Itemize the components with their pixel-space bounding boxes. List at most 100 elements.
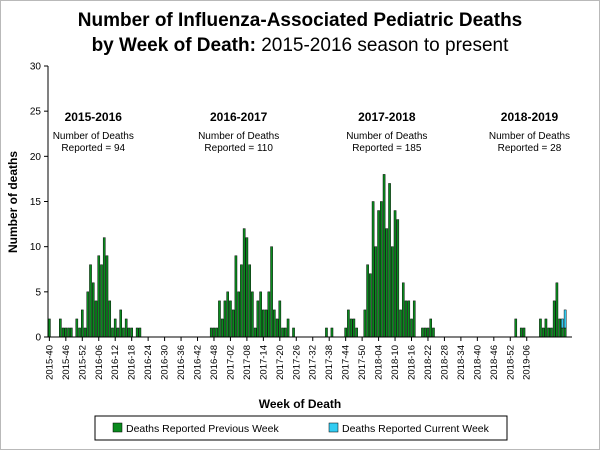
bar-previous-week [248,264,251,338]
bar-previous-week [278,300,282,338]
bar-previous-week [423,327,427,338]
x-tick-label: 2019-06 [522,345,533,380]
x-tick-label: 2016-36 [176,345,187,380]
x-tick-label: 2018-10 [390,345,401,380]
bar-previous-week [111,327,114,338]
x-tick-label: 2018-16 [407,345,418,380]
bar-previous-week [220,318,224,338]
bar-previous-week [262,309,265,338]
bar-previous-week [86,291,90,338]
bar-previous-week [75,318,79,338]
bar-previous-week [275,318,279,338]
y-tick-label: 10 [30,242,42,253]
x-tick-label: 2016-12 [110,345,121,380]
bar-previous-week [374,246,378,338]
x-tick-label: 2016-24 [143,345,154,380]
bar-previous-week [135,327,139,338]
chart-title-line1: Number of Influenza-Associated Pediatric… [78,10,523,31]
bar-previous-week [97,255,101,338]
bar-previous-week [67,327,70,338]
bar-previous-week [231,309,235,338]
bar-previous-week [541,327,545,338]
bar-previous-week [563,327,567,338]
bar-previous-week [240,264,243,338]
bar-previous-week [363,309,367,338]
bar-previous-week [59,318,62,338]
bar-previous-week [237,291,240,338]
x-tick-label: 2017-26 [291,345,302,380]
x-tick-label: 2017-44 [341,345,352,380]
bar-previous-week [547,327,550,338]
bar-previous-week [281,327,284,338]
bar-previous-week [522,327,526,338]
x-tick-label: 2017-08 [242,345,253,380]
bar-previous-week [380,201,383,338]
bar-previous-week [514,318,518,338]
legend-label-previous-week: Deaths Reported Previous Week [126,423,279,435]
season-label: 2017-2018 [358,110,416,124]
bar-previous-week [286,318,290,338]
x-tick-label: 2017-50 [357,345,368,380]
bar-previous-week [284,327,287,338]
bar-previous-week [209,327,213,338]
bar-previous-week [561,327,564,338]
bar-previous-week [253,327,257,338]
bar-previous-week [245,237,249,338]
y-tick-label: 15 [30,197,42,208]
season-label: 2018-2019 [501,110,559,124]
bar-previous-week [349,318,353,338]
bar-previous-week [100,264,103,338]
bar-previous-week [234,255,238,338]
y-tick-label: 30 [30,62,42,73]
bar-previous-week [292,327,295,338]
season-deaths-line1: Number of Deaths [53,131,134,142]
bar-previous-week [127,327,131,338]
bar-current-week [561,318,564,329]
bar-previous-week [105,255,109,338]
bar-previous-week [48,318,51,338]
bar-previous-week [385,228,389,338]
bar-previous-week [399,309,402,338]
bar-previous-week [377,210,380,338]
bar-previous-week [550,327,553,338]
x-tick-label: 2018-34 [456,345,467,380]
bar-previous-week [70,327,73,338]
x-tick-label: 2016-06 [94,345,105,380]
bar-previous-week [108,300,112,338]
x-tick-label: 2018-40 [472,345,483,380]
x-tick-label: 2018-52 [505,345,516,380]
bar-previous-week [61,327,65,338]
bar-previous-week [432,327,435,338]
bar-previous-week [429,318,433,338]
bar-previous-week [242,228,246,338]
bar-previous-week [218,300,221,338]
bar-previous-week [404,300,408,338]
bar-previous-week [64,327,68,338]
x-tick-label: 2017-38 [324,345,335,380]
bar-previous-week [251,291,254,338]
bar-previous-week [124,318,128,338]
bar-previous-week [558,318,561,338]
y-axis-label: Number of deaths [6,151,20,253]
x-tick-label: 2015-52 [77,345,88,380]
bar-previous-week [544,318,548,338]
bar-previous-week [122,327,125,338]
bar-previous-week [355,327,358,338]
bar-previous-week [519,327,523,338]
y-tick-label: 25 [30,107,42,118]
bar-previous-week [412,300,416,338]
y-tick-label: 20 [30,152,42,163]
bar-current-week [563,309,567,329]
bar-previous-week [366,264,369,338]
bar-previous-week [80,309,84,338]
bar-previous-week [371,201,375,338]
y-tick-label: 0 [35,333,41,344]
bar-previous-week [401,282,405,338]
legend-box [94,415,508,441]
x-tick-label: 2015-46 [61,345,72,380]
bar-previous-week [94,300,98,338]
chart-title-line2: by Week of Death: 2015-2016 season to pr… [92,35,510,56]
x-tick-label: 2015-40 [44,345,55,380]
